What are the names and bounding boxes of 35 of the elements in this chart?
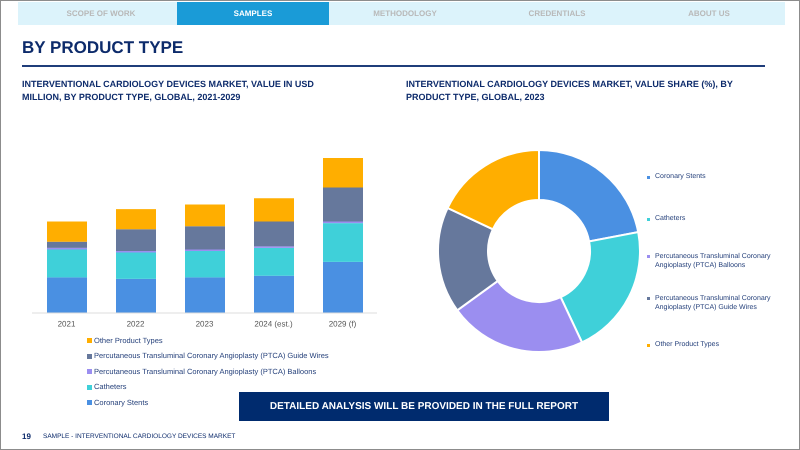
- chart-title: INTERVENTIONAL CARDIOLOGY DEVICES MARKET, VALUE IN USD MILLION, BY PRODUCT TYPE, GLOBAL, 2021-2029: [22, 78, 315, 104]
- bar: [254, 248, 294, 276]
- text: CREDENTIALS: [528, 9, 586, 18]
- text: ABOUT US: [688, 9, 730, 18]
- text: SCOPE OF WORK: [66, 9, 136, 18]
- x-tick-label: 2024 (est.): [254, 320, 293, 329]
- x-tick-label: 2023: [196, 320, 214, 329]
- x-tick-label: 2029 (f): [328, 320, 357, 329]
- bar: [116, 209, 156, 230]
- text: 19: [22, 432, 31, 441]
- text: METHODOLOGY: [373, 9, 437, 18]
- bar: [185, 204, 225, 226]
- text: DETAILED ANALYSIS WILL BE PROVIDED IN THE FULL REPORT: [270, 401, 578, 412]
- text: SAMPLES: [234, 9, 272, 18]
- bar: [47, 222, 87, 242]
- text: BY PRODUCT TYPE: [22, 38, 184, 58]
- bar: [254, 198, 294, 222]
- x-tick-label: 2022: [126, 320, 145, 329]
- bar: [116, 229, 156, 251]
- chart-title: INTERVENTIONAL CARDIOLOGY DEVICES MARKET, VALUE SHARE (%), BY PRODUCT TYPE, GLOBAL, 2023: [406, 78, 734, 104]
- bar: [47, 277, 87, 313]
- bar: [323, 223, 363, 262]
- bar: [185, 277, 225, 313]
- bar: [254, 222, 294, 246]
- bar: [185, 226, 225, 250]
- bar: [116, 252, 156, 279]
- bar: [254, 276, 294, 313]
- bar: [185, 251, 225, 278]
- bar: [323, 262, 363, 313]
- bar: [116, 278, 156, 313]
- bar: [323, 187, 363, 222]
- bar: [323, 158, 363, 188]
- bar: [47, 242, 87, 248]
- bar: [47, 249, 87, 278]
- x-tick-label: 2021: [58, 320, 76, 329]
